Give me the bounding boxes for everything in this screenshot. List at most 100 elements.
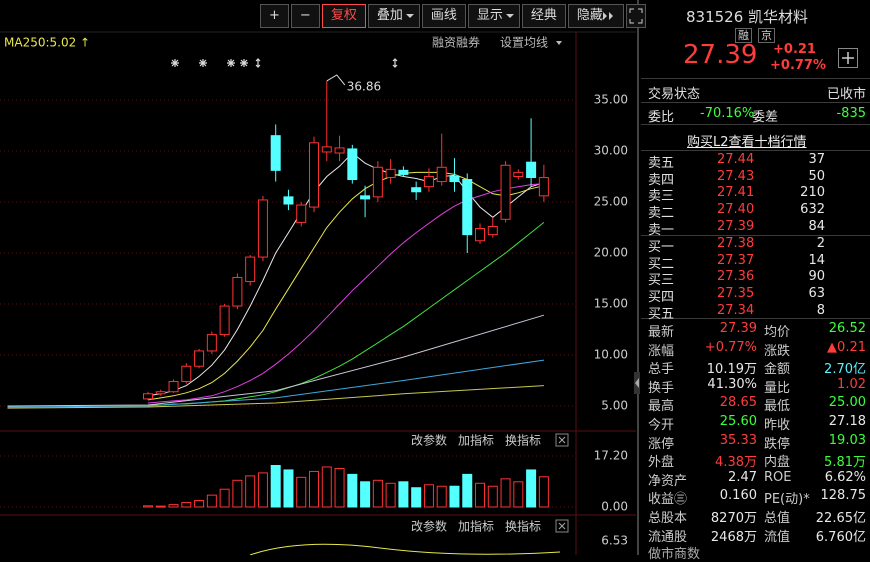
candle-body: [538, 177, 549, 197]
book-label: 买三: [648, 273, 675, 289]
volume-bar: [334, 467, 345, 508]
candle-body: [513, 171, 524, 177]
volume-bar: [411, 487, 422, 508]
volume-bar: [155, 505, 166, 508]
book-label: 买一: [648, 240, 675, 255]
toolbar-button[interactable]: 画线: [421, 4, 466, 28]
y-tick-label: 10.00: [594, 348, 628, 362]
candle-body: [462, 179, 473, 236]
volume-bar: [487, 485, 498, 508]
stock-code: 831526: [686, 8, 744, 26]
stat-label: 内盘: [764, 455, 791, 471]
close-box[interactable]: [555, 519, 569, 533]
candle-body: [423, 175, 434, 188]
fullscreen-button[interactable]: [625, 4, 646, 28]
stat-label: 收益㊂: [648, 492, 688, 508]
tool-link[interactable]: 换指标: [505, 519, 541, 534]
volume-bar: [219, 488, 230, 508]
add-button[interactable]: [838, 48, 858, 68]
toolbar-button[interactable]: −: [290, 4, 320, 28]
tool-link[interactable]: 加指标: [458, 433, 494, 448]
candle-body: [321, 146, 332, 153]
stat-label: 金额: [764, 362, 791, 378]
book-price: 27.43: [717, 168, 755, 184]
stat-label: 最新: [648, 325, 675, 340]
tool-link[interactable]: 改参数: [411, 519, 447, 534]
stat-value: 27.18: [828, 414, 866, 429]
candle-body: [181, 365, 192, 383]
book-label: 买二: [648, 256, 675, 272]
change-pct: +0.77%: [770, 58, 826, 73]
volume-bar: [436, 485, 447, 508]
toolbar-button[interactable]: 隐藏: [567, 4, 624, 28]
stat-value: 27.39: [719, 321, 757, 336]
last-price: 27.39: [683, 40, 758, 70]
book-price: 27.39: [717, 218, 755, 234]
ma-line: [7, 314, 545, 407]
volume-bar: [475, 482, 486, 508]
volume-bar: [360, 481, 371, 508]
close-icon: [558, 522, 566, 530]
tool-link[interactable]: 加指标: [458, 519, 494, 534]
book-price: 27.40: [717, 202, 755, 218]
candle-body: [526, 161, 537, 178]
tool-link[interactable]: 改参数: [411, 433, 447, 448]
close-box[interactable]: [555, 433, 569, 447]
candle-body: [475, 228, 486, 242]
candle-body: [270, 135, 281, 171]
volume-bar: [168, 504, 179, 508]
stat-label: 今开: [648, 418, 675, 433]
l2-link[interactable]: 购买L2查看十档行情: [687, 135, 807, 150]
candle-body: [194, 350, 205, 367]
stat-label: 总值: [764, 511, 791, 526]
stat-label: ROE: [764, 469, 792, 485]
candle-body: [500, 164, 511, 220]
divider: [641, 102, 870, 103]
book-volume: 63: [808, 286, 825, 302]
book-price: 27.44: [717, 152, 755, 167]
divider: [641, 318, 870, 319]
stat-label: 均价: [764, 325, 791, 340]
link[interactable]: 设置均线: [500, 36, 548, 50]
volume-bar: [143, 505, 153, 508]
ma-line: [148, 222, 545, 406]
volume-bar: [526, 469, 537, 508]
book-label: 卖三: [648, 189, 675, 205]
volume-bar: [283, 469, 294, 508]
candle-body: [449, 175, 460, 183]
change: +0.21: [773, 42, 816, 57]
toolbar-button[interactable]: 复权: [321, 4, 366, 28]
label: 委比: [648, 110, 675, 125]
tool-link[interactable]: 换指标: [505, 433, 541, 448]
stat-value: 25.00: [828, 395, 866, 411]
book-price: 27.41: [717, 185, 755, 201]
annotation-arrow: [326, 74, 346, 86]
stat-label: 流值: [764, 529, 791, 545]
toolbar-button[interactable]: 显示: [467, 4, 520, 28]
stat-value: 5.81万: [824, 455, 866, 471]
toolbar-button[interactable]: 经典: [521, 4, 566, 28]
value: -835: [836, 106, 866, 121]
link[interactable]: 融资融券: [432, 35, 480, 50]
book-label: 卖五: [648, 156, 675, 171]
volume-bar: [398, 481, 409, 508]
candle-body: [155, 391, 166, 395]
stat-value: 8270万: [710, 511, 757, 526]
stat-label: 涨停: [648, 436, 675, 452]
stat-value: 28.65: [719, 395, 757, 411]
annotation: 36.86: [347, 79, 381, 93]
stat-label: 流通股: [648, 529, 688, 545]
ma-line: [7, 359, 544, 408]
book-label: 买四: [648, 290, 675, 306]
ma-line: [7, 385, 544, 409]
toolbar-button[interactable]: +: [260, 4, 289, 28]
stat-value: 22.65亿: [815, 511, 866, 526]
toolbar-button[interactable]: 叠加: [367, 4, 420, 28]
volume-bar: [449, 485, 460, 508]
book-volume: 84: [808, 218, 825, 234]
stock-header: 831526 凯华材料: [686, 6, 808, 27]
stat-value: 19.03: [828, 432, 866, 448]
candle-body: [360, 195, 371, 200]
event-icons: [171, 58, 398, 68]
